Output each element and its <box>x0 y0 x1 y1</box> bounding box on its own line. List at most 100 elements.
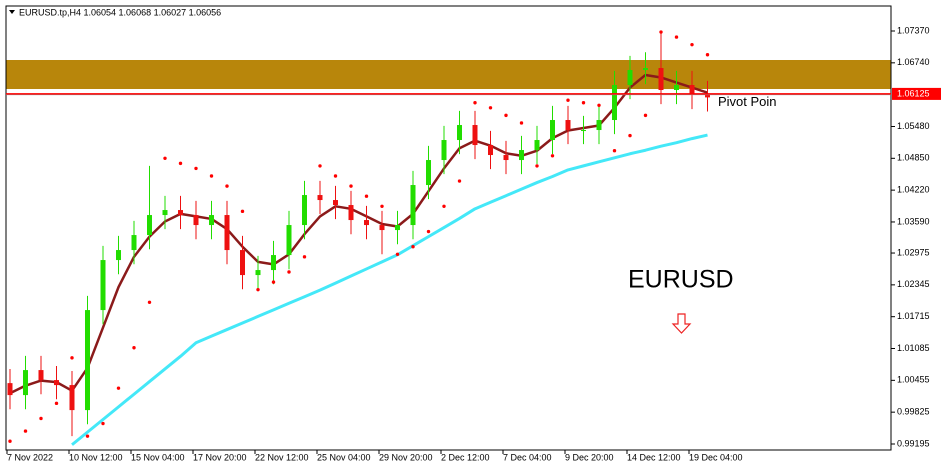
sar-dot <box>566 98 570 102</box>
x-tick-label: 19 Dec 04:00 <box>689 452 743 462</box>
sar-dot <box>364 194 369 198</box>
indicator-line <box>71 133 708 446</box>
menu-triangle <box>9 10 15 14</box>
x-tick-label: 9 Dec 20:00 <box>565 452 614 462</box>
candle-body <box>7 383 13 396</box>
candle-body <box>23 370 28 396</box>
candle-body <box>503 155 509 161</box>
sar-dot <box>488 106 493 110</box>
sar-dot <box>597 103 601 107</box>
bid-label: 1.06125 <box>897 88 930 98</box>
candle-body <box>426 160 431 186</box>
x-tick-label: 14 Dec 12:00 <box>627 452 681 462</box>
candle-body <box>612 85 617 121</box>
x-tick-label: 2 Dec 12:00 <box>441 452 490 462</box>
sar-dot <box>39 416 43 421</box>
candle-body <box>410 185 416 226</box>
annotation: EURUSD <box>628 266 734 294</box>
sar-dot <box>395 252 400 256</box>
sar-dot <box>457 179 462 183</box>
candle-body <box>550 120 555 141</box>
candle-body <box>38 370 44 381</box>
sar-dot <box>101 421 105 426</box>
candle-body <box>333 200 338 206</box>
x-tick-label: 15 Nov 04:00 <box>131 452 185 462</box>
candle-body <box>565 120 571 131</box>
candle-body <box>317 195 323 201</box>
sar-dot <box>426 229 431 234</box>
candle-body <box>596 120 602 131</box>
x-tick-label: 29 Nov 20:00 <box>379 452 433 462</box>
chart-title: EURUSD.tp,H4 1.06054 1.06068 1.06027 1.0… <box>19 7 221 17</box>
sar-dot <box>643 113 648 118</box>
candle-body <box>302 195 307 226</box>
candle-body <box>379 225 385 231</box>
candle-body <box>705 95 710 98</box>
indicator-line <box>9 73 708 395</box>
candle-body <box>131 235 137 251</box>
sar-dot <box>70 356 74 360</box>
sar-dot <box>194 166 198 171</box>
sar-dot <box>318 164 322 168</box>
sar-dot <box>628 133 632 138</box>
candle-body <box>255 270 261 276</box>
candle-body <box>488 145 493 156</box>
candle-body <box>674 85 679 91</box>
pivot-label: Pivot Poin <box>718 94 777 109</box>
y-tick-label: 1.00455 <box>897 375 930 385</box>
candle-body <box>519 150 524 161</box>
sar-dot <box>178 161 183 166</box>
candle-body <box>348 205 354 221</box>
sar-dot <box>705 53 710 57</box>
down-arrow <box>671 313 692 334</box>
sar-dot <box>535 164 539 168</box>
candle-body <box>178 210 183 216</box>
candle-body <box>69 385 75 411</box>
sar-dot <box>116 386 121 390</box>
sar-dot <box>225 184 229 188</box>
y-tick-label: 1.06740 <box>897 57 930 67</box>
y-tick-label: 0.99195 <box>897 438 930 448</box>
y-tick-label: 1.01715 <box>897 311 930 321</box>
x-tick-label: 22 Nov 12:00 <box>255 452 309 462</box>
sar-dot <box>85 434 90 438</box>
candle-body <box>85 310 90 411</box>
y-tick-label: 1.02345 <box>897 279 930 289</box>
candle-body <box>643 68 648 71</box>
sar-dot <box>349 184 353 188</box>
candle-body <box>441 140 447 161</box>
sar-dot <box>256 287 260 292</box>
candle-body <box>224 215 230 251</box>
candle-body <box>457 125 462 141</box>
y-tick-label: 1.04850 <box>897 153 930 163</box>
candle-body <box>116 250 121 261</box>
candle-body <box>472 125 478 146</box>
sar-dot <box>519 121 524 125</box>
candle-body <box>162 210 168 216</box>
sar-dot <box>163 156 167 161</box>
candle-body <box>534 140 540 151</box>
y-tick-label: 1.02975 <box>897 247 930 257</box>
sar-dot <box>209 174 214 178</box>
candle-body <box>689 85 695 96</box>
sar-dot <box>473 101 477 105</box>
sar-dot <box>147 300 152 304</box>
sar-dot <box>442 204 446 209</box>
sar-dot <box>302 255 307 259</box>
sar-dot <box>612 149 617 153</box>
candle-body <box>395 225 400 231</box>
x-tick-label: 25 Nov 04:00 <box>317 452 371 462</box>
candle-body <box>100 260 106 311</box>
candle-body <box>627 70 633 86</box>
candle-body <box>240 250 245 276</box>
y-tick-label: 0.99825 <box>897 407 930 417</box>
candle-body <box>193 215 199 226</box>
sar-dot <box>674 35 679 39</box>
sar-dot <box>690 42 694 47</box>
sar-dot <box>287 270 291 274</box>
y-tick-label: 1.04220 <box>897 185 930 195</box>
sar-dot <box>54 401 59 406</box>
sar-dot <box>240 209 245 214</box>
sar-dot <box>581 101 586 105</box>
